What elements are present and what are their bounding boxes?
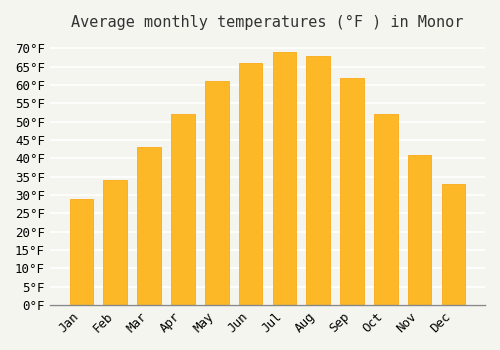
Title: Average monthly temperatures (°F ) in Monor: Average monthly temperatures (°F ) in Mo… — [71, 15, 464, 30]
Bar — [70, 199, 94, 305]
Bar — [104, 180, 127, 305]
Bar — [272, 52, 296, 305]
Bar — [306, 56, 330, 305]
Bar — [138, 147, 161, 305]
Bar — [374, 114, 398, 305]
Bar — [171, 114, 194, 305]
Bar — [442, 184, 465, 305]
Bar — [408, 155, 432, 305]
Bar — [340, 78, 364, 305]
Bar — [238, 63, 262, 305]
Bar — [205, 81, 229, 305]
